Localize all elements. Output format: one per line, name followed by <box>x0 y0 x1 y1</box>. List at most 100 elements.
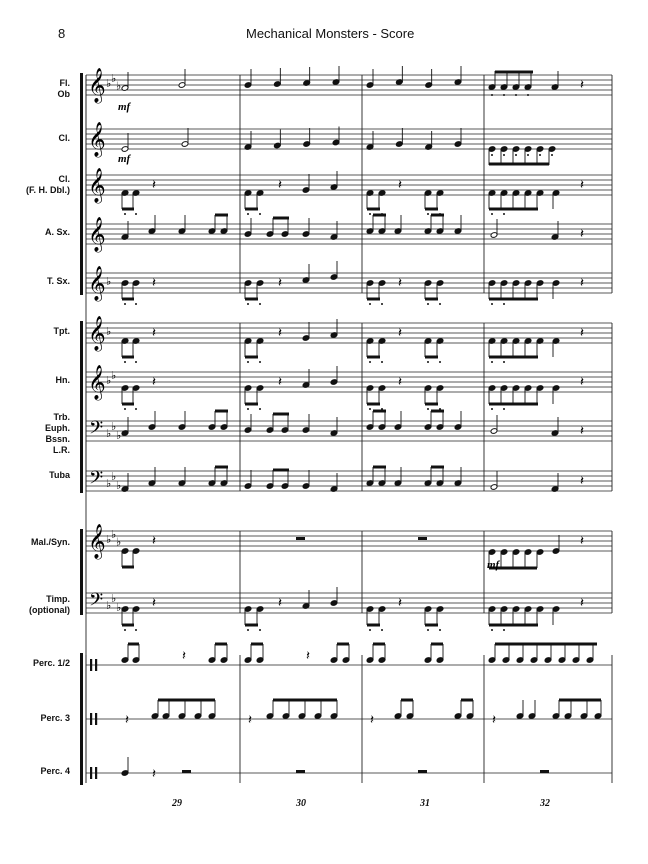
instrument-label-line: Perc. 3 <box>40 713 70 723</box>
staccato-dot <box>491 408 493 410</box>
instrument-label-line: (F. H. Dbl.) <box>26 185 70 195</box>
instrument-label-tpt: Tpt. <box>0 326 71 337</box>
beam <box>373 409 386 413</box>
quarter-rest-icon: 𝄽 <box>152 276 156 291</box>
staccato-dot <box>259 408 261 410</box>
beam <box>122 402 134 406</box>
quarter-rest-icon: 𝄽 <box>580 178 584 193</box>
beam <box>215 465 228 469</box>
beam <box>431 642 443 646</box>
dynamic-marking: mf <box>118 101 132 113</box>
measure-number: 29 <box>172 798 182 809</box>
quarter-rest-icon: 𝄽 <box>580 78 584 93</box>
instrument-label-perc12: Perc. 1/2 <box>0 658 70 669</box>
beam <box>489 297 502 301</box>
half-rest <box>182 770 191 773</box>
quarter-rest-icon: 𝄽 <box>580 375 584 390</box>
beam <box>489 402 502 406</box>
treble-clef-icon: 𝄞 <box>88 168 106 204</box>
quarter-rest-icon: 𝄽 <box>398 596 402 611</box>
treble-clef-icon: 𝄞 <box>88 365 106 401</box>
beam <box>273 468 289 472</box>
staccato-dot <box>135 361 137 363</box>
quarter-rest-icon: 𝄽 <box>492 713 496 728</box>
beam <box>489 355 502 359</box>
beam <box>373 465 386 469</box>
flat-icon: ♭ <box>106 427 111 440</box>
staccato-dot <box>539 154 541 156</box>
staff-perc3 <box>86 713 612 725</box>
quarter-rest-icon: 𝄽 <box>152 178 156 193</box>
staccato-dot <box>369 629 371 631</box>
beam <box>245 355 258 359</box>
beam <box>367 402 380 406</box>
beam <box>122 565 134 569</box>
staccato-dot <box>124 629 126 631</box>
flat-icon: ♭ <box>111 420 116 433</box>
instrument-label-line: L.R. <box>53 445 70 455</box>
beam <box>461 698 473 702</box>
flat-icon: ♭ <box>106 325 111 338</box>
beam <box>501 623 538 627</box>
quarter-rest-icon: 𝄽 <box>182 649 186 664</box>
instrument-label-perc4: Perc. 4 <box>0 766 70 777</box>
instrument-label-tuba: Tuba <box>0 470 70 481</box>
staccato-dot <box>259 629 261 631</box>
bass-clef-icon: 𝄢 <box>89 468 103 493</box>
instrument-label-line: Ob <box>57 89 71 99</box>
staccato-dot <box>369 213 371 215</box>
beam <box>425 207 438 211</box>
quarter-rest-icon: 𝄽 <box>125 713 129 728</box>
quarter-rest-icon: 𝄽 <box>248 713 252 728</box>
staccato-dot <box>427 629 429 631</box>
page-title: Mechanical Monsters - Score <box>246 26 415 41</box>
beam <box>367 297 380 301</box>
beam <box>431 213 444 217</box>
staccato-dot <box>247 361 249 363</box>
group-bracket <box>80 529 83 615</box>
staccato-dot <box>491 303 493 305</box>
half-rest <box>418 770 427 773</box>
staccato-dot <box>259 303 261 305</box>
beam <box>337 642 349 646</box>
quarter-rest-icon: 𝄽 <box>580 227 584 242</box>
beam <box>495 70 533 74</box>
beam <box>425 623 438 627</box>
staff-perc4 <box>86 767 612 779</box>
beam <box>373 642 385 646</box>
staccato-dot <box>503 154 505 156</box>
staccato-dot <box>439 361 441 363</box>
instrument-label-tsx: T. Sx. <box>0 276 70 287</box>
group-bracket <box>80 73 83 295</box>
measure-number: 31 <box>420 798 430 809</box>
staccato-dot <box>551 154 553 156</box>
beam <box>122 355 134 359</box>
staff-cl-fh: 𝄞 <box>86 168 612 204</box>
beam <box>431 409 444 413</box>
measure-number: 30 <box>296 798 306 809</box>
instrument-label-timp: Timp. (optional) <box>0 594 70 616</box>
staff-cl: 𝄞 <box>86 122 612 158</box>
staccato-dot <box>491 94 493 96</box>
beam <box>215 213 228 217</box>
instrument-label-perc3: Perc. 3 <box>0 713 70 724</box>
staccato-dot <box>381 361 383 363</box>
instrument-label-line: Hn. <box>55 375 71 385</box>
beam <box>489 566 537 570</box>
dynamic-marking: mf <box>487 559 501 571</box>
beam <box>431 465 444 469</box>
quarter-rest-icon: 𝄽 <box>152 534 156 549</box>
dynamic-marking: mf <box>118 153 132 165</box>
instrument-label-fl-ob: Fl. Ob <box>0 78 71 100</box>
instrument-label-line: Tuba <box>49 470 70 480</box>
beam <box>122 623 134 627</box>
instrument-label-line: Euph. <box>45 423 70 433</box>
quarter-rest-icon: 𝄽 <box>580 326 584 341</box>
instrument-label-asx: A. Sx. <box>0 227 70 238</box>
staccato-dot <box>124 408 126 410</box>
flat-icon: ♭ <box>111 470 116 483</box>
staccato-dot <box>369 408 371 410</box>
staccato-dot <box>503 408 505 410</box>
flat-icon: ♭ <box>116 479 121 492</box>
flat-icon: ♭ <box>111 528 116 541</box>
